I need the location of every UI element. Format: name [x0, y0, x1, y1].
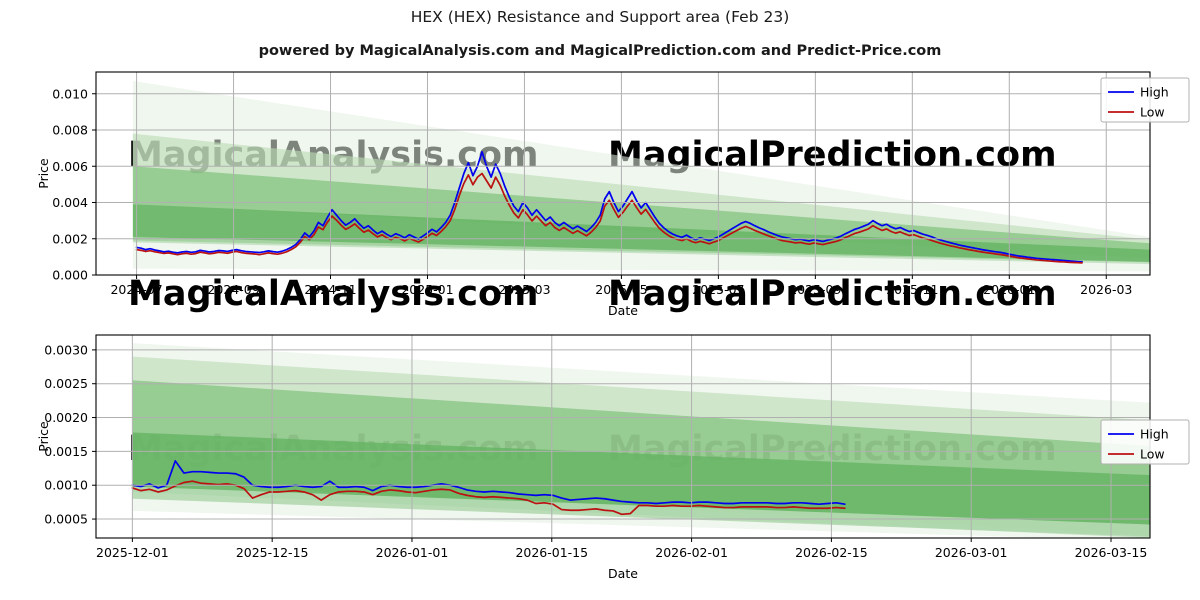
ytick-label: 0.0020 [44, 410, 88, 425]
legend-label-low: Low [1140, 105, 1165, 120]
xtick-label: 2025-05 [595, 282, 647, 297]
ytick-label: 0.0015 [44, 444, 88, 459]
xtick-label: 2024-07 [110, 282, 162, 297]
legend-label-low: Low [1140, 447, 1165, 462]
watermark: MagicalPrediction.com [608, 274, 1057, 314]
xtick-label: 2024-11 [304, 282, 356, 297]
x-axis-label: Date [608, 566, 638, 581]
xtick-label: 2024-09 [207, 282, 259, 297]
xtick-label: 2025-12-01 [96, 545, 169, 560]
chart-panel-zoom: MagicalAnalysis.comMagicalPrediction.com… [36, 334, 1190, 581]
ytick-label: 0.006 [52, 159, 88, 174]
series-line-high [131, 460, 846, 506]
ytick-label: 0.0005 [44, 512, 88, 527]
ytick-label: 0.002 [52, 231, 88, 246]
xtick-label: 2025-09 [789, 282, 841, 297]
x-axis-label: Date [608, 303, 638, 318]
xtick-label: 2025-01 [401, 282, 453, 297]
xtick-label: 2026-03-01 [935, 545, 1008, 560]
band-lower-fade [132, 486, 1150, 538]
legend[interactable]: High Low [1100, 77, 1190, 123]
xtick-label: 2026-03 [1080, 282, 1132, 297]
band-core [132, 432, 1150, 537]
legend-label-high: High [1140, 85, 1169, 100]
band-lower-fade [132, 240, 1150, 272]
legend-label-high: High [1140, 427, 1169, 442]
band-core [132, 204, 1150, 262]
ytick-label: 0.0025 [44, 376, 88, 391]
ytick-label: 0.000 [52, 268, 88, 283]
legend-box [1100, 77, 1190, 123]
series-line-high [135, 150, 1083, 263]
legend[interactable]: High Low [1100, 419, 1190, 465]
series-line-low [131, 480, 846, 516]
xtick-label: 2026-02-01 [655, 545, 728, 560]
xtick-label: 2025-07 [692, 282, 744, 297]
ytick-label: 0.010 [52, 86, 88, 101]
xtick-label: 2026-03-15 [1075, 545, 1148, 560]
page-subtitle: powered by MagicalAnalysis.com and Magic… [258, 43, 942, 59]
ytick-label: 0.004 [52, 195, 88, 210]
y-axis-label: Price [36, 421, 51, 452]
y-axis-label: Price [36, 158, 51, 189]
xtick-label: 2026-02-15 [795, 545, 868, 560]
xtick-label: 2025-12-15 [236, 545, 309, 560]
xtick-label: 2026-01-15 [515, 545, 588, 560]
chart-panel-overview: MagicalAnalysis.com MagicalPrediction.com… [36, 71, 1190, 318]
ytick-label: 0.0030 [44, 342, 88, 357]
axes-frame [95, 71, 1151, 276]
ytick-label: 0.0010 [44, 478, 88, 493]
watermark: MagicalAnalysis.com [128, 274, 539, 314]
xtick-label: 2025-11 [886, 282, 938, 297]
xtick-label: 2026-01 [983, 282, 1035, 297]
xtick-label: 2025-03 [498, 282, 550, 297]
legend-box [1100, 419, 1190, 465]
xtick-label: 2026-01-01 [376, 545, 449, 560]
ytick-label: 0.008 [52, 123, 88, 138]
page-title: HEX (HEX) Resistance and Support area (F… [410, 8, 790, 26]
